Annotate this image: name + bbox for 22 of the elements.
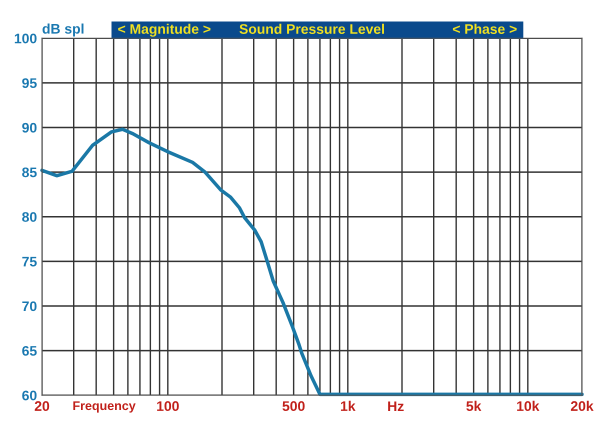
chart-title: Sound Pressure Level	[239, 24, 384, 34]
x-tick-label: 20k	[570, 400, 594, 412]
y-tick-label: 90	[22, 122, 37, 133]
x-tick-label: 20	[34, 401, 50, 412]
text: Hz	[388, 401, 404, 412]
y-axis-title: dB spl	[42, 24, 84, 36]
x-axis-title: Frequency	[73, 401, 136, 413]
x-tick-label: 1k	[340, 400, 356, 411]
x-tick-label: 5k	[466, 400, 482, 412]
y-tick-label: 60	[22, 390, 37, 400]
text: < Magnitude >	[118, 24, 210, 37]
text: < Phase >	[452, 24, 517, 34]
x-tick-label: 10k	[517, 400, 540, 412]
y-tick-label: 75	[22, 256, 37, 267]
y-tick-label: 65	[22, 346, 37, 356]
y-tick-label: 100	[14, 34, 37, 44]
x-tick-label: 100	[157, 401, 179, 412]
x-tick-label: 500	[282, 401, 305, 412]
y-tick-label: 95	[22, 78, 37, 88]
y-tick-label: 85	[22, 167, 37, 178]
y-tick-label: 80	[22, 212, 37, 222]
y-tick-label: 70	[22, 301, 37, 312]
